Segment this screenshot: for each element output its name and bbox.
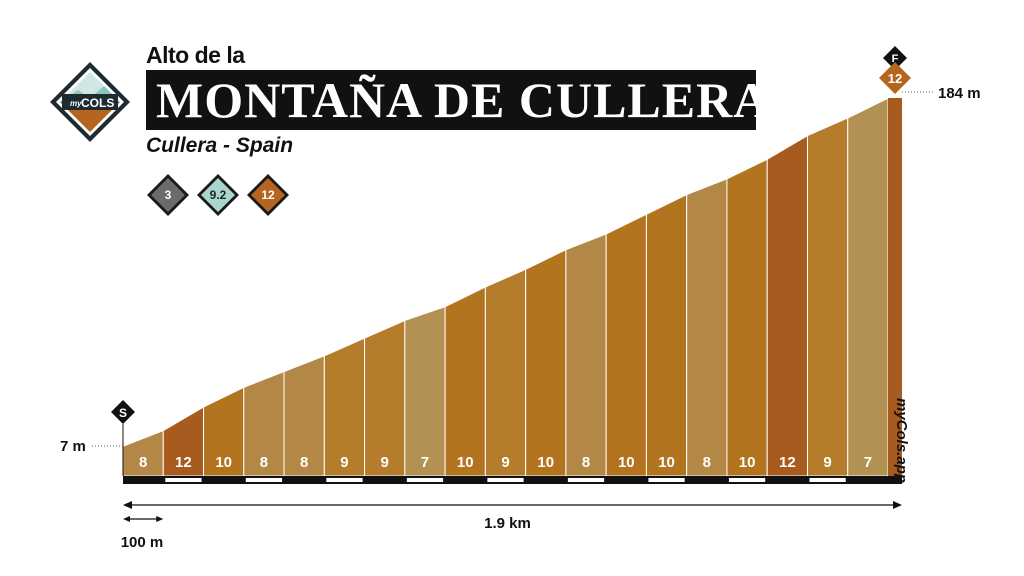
- badge-max-gradient-label: 12: [261, 188, 275, 202]
- gradient-label: 10: [457, 454, 474, 471]
- scale-label: 100 m: [121, 534, 164, 551]
- gradient-label: 10: [658, 454, 675, 471]
- badge-avg-gradient-label: 9.2: [209, 188, 227, 202]
- gradient-label: 10: [739, 454, 756, 471]
- profile-segment: [364, 319, 406, 477]
- profile-segment: [484, 268, 527, 477]
- finish-marker: [883, 46, 907, 70]
- gradient-label: 9: [381, 454, 389, 471]
- ruler-tick: [648, 478, 685, 482]
- gradient-label: 10: [215, 454, 232, 471]
- mycols-logo: my COLS: [50, 62, 130, 142]
- end-elevation-label: 184 m: [938, 85, 981, 102]
- profile-segment: [645, 193, 688, 477]
- gradient-label: 8: [582, 454, 590, 471]
- profile-segment: [605, 213, 647, 477]
- start-marker: [111, 400, 135, 424]
- scale-arrowhead-right: [156, 516, 164, 522]
- ruler-tick: [487, 478, 524, 482]
- finish-badge: [879, 62, 911, 94]
- gradient-label: 8: [300, 454, 308, 471]
- total-distance-arrowhead-left: [123, 501, 132, 509]
- gradient-label: 10: [537, 454, 554, 471]
- credit-text: myCols.app: [893, 398, 910, 484]
- gradient-label: 12: [175, 454, 192, 471]
- badge-max-gradient: 12: [246, 173, 290, 217]
- logo-text-prefix: my: [70, 99, 82, 108]
- gradient-label: 7: [421, 454, 429, 471]
- profile-segment: [565, 232, 607, 477]
- badge-rating-label: 3: [164, 188, 172, 202]
- profile-segment: [444, 285, 486, 477]
- badge-avg-gradient-diamond: [197, 174, 239, 216]
- profile-segment: [766, 134, 808, 477]
- badge-max-gradient-diamond: [247, 174, 289, 216]
- ruler-tick: [567, 478, 605, 482]
- ruler-tick: [809, 478, 846, 482]
- profile-segment: [525, 248, 567, 477]
- total-distance-label: 1.9 km: [484, 515, 531, 532]
- profile-segment: [847, 97, 889, 477]
- ruler-tick: [245, 478, 283, 482]
- profile-outline: [122, 97, 889, 447]
- gradient-label: 8: [139, 454, 147, 471]
- climb-subtitle: Alto de la: [146, 42, 245, 68]
- gradient-label: 7: [864, 454, 872, 471]
- finish-marker-label: F: [892, 53, 899, 65]
- profile-segment: [726, 158, 768, 477]
- gradient-label: 9: [501, 454, 509, 471]
- gradient-label: 8: [260, 454, 268, 471]
- gradient-label: 9: [823, 454, 831, 471]
- gradient-label: 9: [340, 454, 348, 471]
- scale-arrowhead-left: [123, 516, 130, 522]
- profile-segment: [686, 177, 728, 477]
- logo-text-main: COLS: [81, 96, 114, 110]
- badge-avg-gradient: 9.2: [196, 173, 240, 217]
- climb-location: Cullera - Spain: [146, 134, 294, 157]
- profile-segment: [404, 305, 446, 477]
- total-distance-arrowhead-right: [893, 501, 902, 509]
- badge-rating: 3: [146, 173, 190, 217]
- start-elevation-label: 7 m: [60, 438, 86, 455]
- ruler-tick: [728, 478, 766, 482]
- ruler-tick: [406, 478, 444, 482]
- finish-edge: [888, 98, 902, 484]
- ruler-tick: [326, 478, 363, 482]
- badge-rating-diamond: [147, 174, 189, 216]
- climb-title: MONTAÑA DE CULLERA: [146, 70, 769, 130]
- start-marker-label: S: [119, 406, 127, 420]
- ruler-tick: [165, 478, 202, 482]
- profile-segment: [806, 116, 849, 477]
- finish-badge-label: 12: [888, 71, 902, 86]
- gradient-label: 10: [618, 454, 635, 471]
- gradient-label: 8: [703, 454, 711, 471]
- gradient-label: 12: [779, 454, 796, 471]
